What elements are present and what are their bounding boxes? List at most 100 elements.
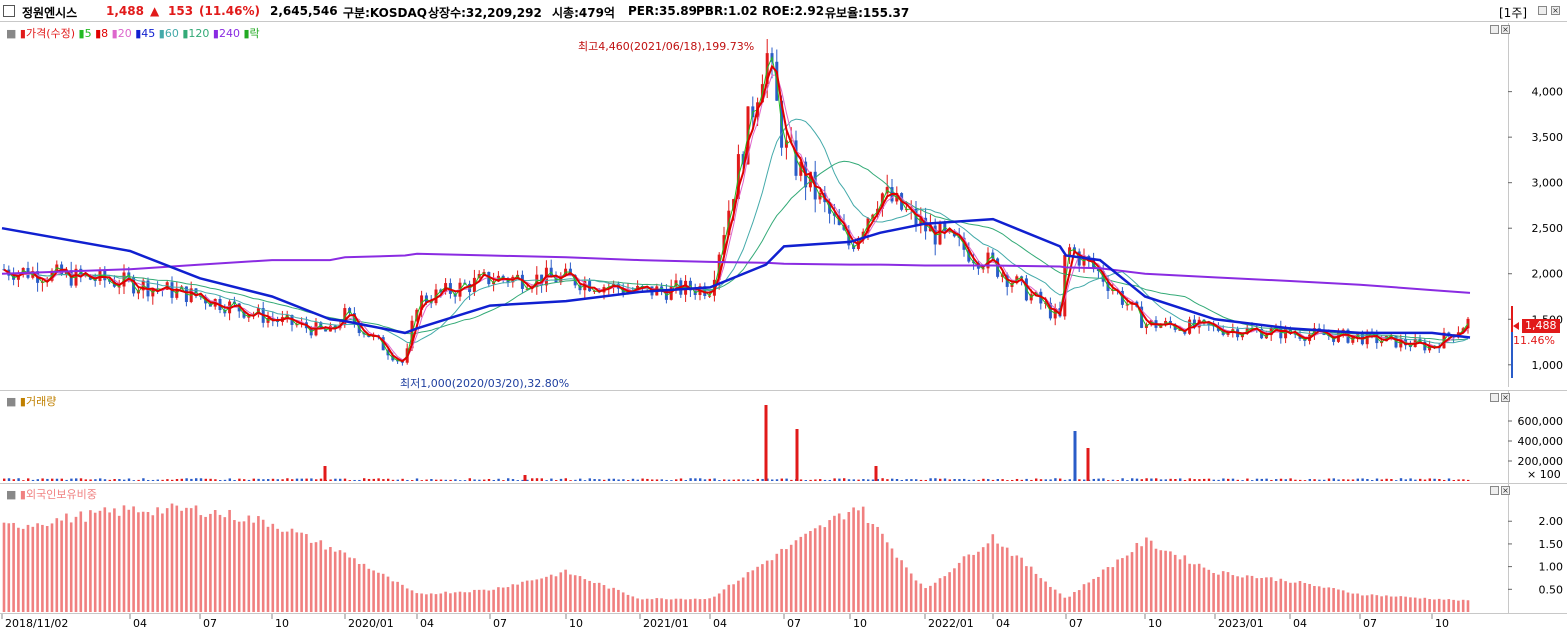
foreign-bar (372, 570, 375, 612)
pane-close-button[interactable]: × (1501, 25, 1510, 34)
foreign-bar (1322, 587, 1326, 612)
volume-bar (415, 478, 419, 481)
roe-value: ROE:2.92 (762, 4, 825, 18)
foreign-restore-button[interactable] (1490, 486, 1499, 495)
volume-bar (1414, 479, 1417, 481)
volume-bar (449, 479, 452, 481)
foreign-chart[interactable]: 0.50 1.00 1.50 2.00 (0, 484, 1567, 614)
foreign-bar (1082, 584, 1086, 612)
volume-bar (895, 479, 899, 481)
foreign-bar (708, 598, 711, 612)
volume-bar (430, 479, 433, 481)
foreign-bar (813, 528, 817, 612)
volume-bar (473, 479, 476, 481)
volume-bar (305, 478, 308, 481)
market-type: 구분:KOSDAQ (343, 6, 427, 20)
foreign-bar (252, 522, 255, 612)
x-axis-label: 2023/01 (1218, 617, 1264, 630)
foreign-bar (996, 543, 999, 612)
foreign-bar (377, 572, 380, 612)
volume-restore-button[interactable] (1490, 393, 1499, 402)
foreign-bar (36, 523, 39, 612)
volume-bar (1155, 478, 1158, 481)
volume-bar (1078, 479, 1081, 481)
foreign-bar (141, 511, 145, 612)
foreign-bar (276, 528, 279, 612)
foreign-bar (1111, 567, 1115, 612)
foreign-bar (386, 576, 390, 612)
legend-volume: 거래량 (25, 395, 57, 408)
foreign-bar (89, 510, 92, 612)
volume-bar (521, 479, 524, 481)
legend-ma60: 60 (164, 27, 179, 40)
pane-restore-button[interactable] (1490, 25, 1499, 34)
foreign-bar (151, 515, 155, 612)
foreign-bar (929, 585, 932, 612)
volume-bar (963, 478, 966, 481)
volume-bar (1121, 478, 1124, 481)
foreign-bar (588, 580, 591, 612)
volume-spike-bar (764, 405, 768, 481)
volume-bar (1011, 479, 1014, 481)
volume-bar (1241, 480, 1244, 481)
foreign-bar (756, 566, 759, 612)
period-selector[interactable]: [1주] (1499, 6, 1528, 20)
price-tick-label: 2,000 (1532, 268, 1564, 281)
volume-bar (982, 478, 985, 481)
volume-bar (689, 478, 692, 481)
volume-chart[interactable]: 200,000 400,000 600,000 (0, 391, 1567, 483)
foreign-bar (266, 526, 270, 612)
foreign-close-button[interactable]: × (1501, 486, 1510, 495)
volume-bar (1260, 478, 1263, 481)
volume-unit: × 100 (1527, 468, 1561, 481)
close-button[interactable]: × (1551, 6, 1560, 15)
volume-bar (953, 479, 956, 481)
volume-bar (353, 479, 356, 481)
foreign-bar (1049, 586, 1052, 612)
ma45-line (1, 217, 1471, 339)
foreign-bar (199, 515, 203, 612)
volume-bar (891, 478, 894, 481)
maximize-button[interactable] (1538, 6, 1547, 15)
legend-ma8: 8 (101, 27, 109, 40)
foreign-bar (1101, 569, 1105, 612)
volume-bar (574, 479, 577, 481)
volume-spike-bar (1073, 431, 1077, 481)
foreign-bar (1442, 599, 1446, 612)
foreign-bar (698, 599, 702, 612)
foreign-bar (521, 581, 524, 612)
volume-bar (852, 479, 855, 481)
foreign-bar (1461, 599, 1465, 612)
volume-bar (559, 478, 563, 481)
volume-bar (271, 478, 275, 481)
volume-bar (382, 479, 385, 481)
foreign-bar (108, 512, 111, 612)
volume-bar (439, 479, 443, 481)
volume-bar (1433, 478, 1436, 481)
foreign-bar (1097, 576, 1100, 612)
volume-bar (319, 478, 323, 481)
foreign-bar (506, 587, 510, 612)
select-checkbox[interactable] (3, 5, 15, 17)
volume-bar (1284, 479, 1287, 481)
volume-bar (943, 478, 947, 481)
volume-bar (900, 479, 903, 481)
volume-bar (387, 478, 390, 481)
foreign-bar (7, 523, 11, 612)
volume-bar (204, 478, 207, 481)
foreign-bar (434, 594, 438, 612)
foreign-bar (1073, 591, 1076, 612)
foreign-bar (602, 585, 606, 612)
volume-bar (713, 478, 716, 481)
foreign-bar (1308, 583, 1311, 612)
foreign-bar (727, 584, 731, 612)
foreign-bar (717, 593, 721, 612)
volume-bar (1289, 478, 1292, 481)
foreign-bar (1236, 576, 1239, 612)
foreign-bar (650, 599, 654, 612)
foreign-bar (1279, 578, 1283, 612)
foreign-bar (597, 582, 601, 612)
volume-close-button[interactable]: × (1501, 393, 1510, 402)
volume-bar (924, 479, 927, 481)
